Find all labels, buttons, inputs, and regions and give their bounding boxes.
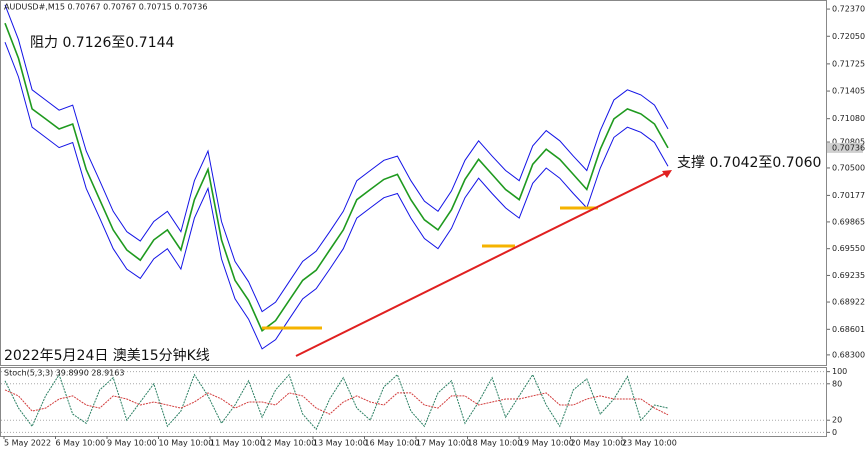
y-tick-label: 0.68922 [832, 298, 865, 307]
x-tick-label: 12 May 10:00 [262, 439, 317, 448]
x-tick-label: 13 May 10:00 [313, 439, 368, 448]
series-line [4, 22, 669, 332]
y-tick-label: 0.72370 [832, 5, 865, 14]
series-line [4, 373, 669, 431]
y-tick-label: 0.70500 [832, 163, 865, 172]
x-tick-label: 11 May 10:00 [210, 439, 265, 448]
y-tick-label: 20 [832, 416, 842, 425]
price-panel [0, 0, 827, 366]
annotation: 阻力 0.7126至0.7144 [30, 35, 175, 51]
x-tick-label: 5 May 2022 [4, 439, 51, 448]
annotation: 2022年5月24日 澳美15分钟K线 [4, 347, 210, 364]
y-tick-label: 0 [832, 428, 837, 437]
y-tick-label: 0.69550 [832, 244, 865, 253]
chart-header: AUDUSD#,M15 0.70767 0.70767 0.70715 0.70… [4, 3, 207, 12]
stoch-title: Stoch(5,3,3) 39.8990 28.9163 [4, 369, 124, 378]
y-tick-label: 0.70177 [832, 191, 865, 200]
y-tick-label: 0.69865 [832, 217, 865, 226]
y-tick-label: 100 [832, 367, 847, 376]
y-tick-label: 0.68300 [832, 350, 865, 359]
current-price-box [827, 142, 863, 153]
x-tick-label: 16 May 10:00 [365, 439, 420, 448]
y-tick-label: 80 [832, 379, 842, 388]
y-tick-label: 0.71405 [832, 87, 865, 96]
x-tick-label: 19 May 10:00 [519, 439, 574, 448]
series-line [4, 389, 669, 416]
y-tick-label: 0.71725 [832, 59, 865, 68]
y-tick-label: 0.71080 [832, 114, 865, 123]
y-tick-label: 0.69235 [832, 271, 865, 280]
series-line [4, 42, 669, 350]
y-tick-label: 0.72050 [832, 32, 865, 41]
series-line [4, 4, 669, 313]
x-tick-label: 23 May 10:00 [622, 439, 677, 448]
stoch-panel [0, 367, 827, 437]
x-tick-label: 20 May 10:00 [571, 439, 626, 448]
x-tick-label: 17 May 10:00 [416, 439, 471, 448]
current-price-label: 0.70736 [832, 143, 865, 152]
x-tick-label: 18 May 10:00 [468, 439, 523, 448]
y-tick-label: 0.68601 [832, 325, 865, 334]
trendline [295, 171, 669, 357]
x-tick-label: 9 May 10:00 [107, 439, 157, 448]
x-tick-label: 6 May 10:00 [56, 439, 106, 448]
x-tick-label: 10 May 10:00 [159, 439, 214, 448]
trendline-arrow [662, 170, 672, 178]
y-tick-label: 0.70805 [832, 138, 865, 147]
annotation: 支撑 0.7042至0.7060 [677, 155, 821, 171]
